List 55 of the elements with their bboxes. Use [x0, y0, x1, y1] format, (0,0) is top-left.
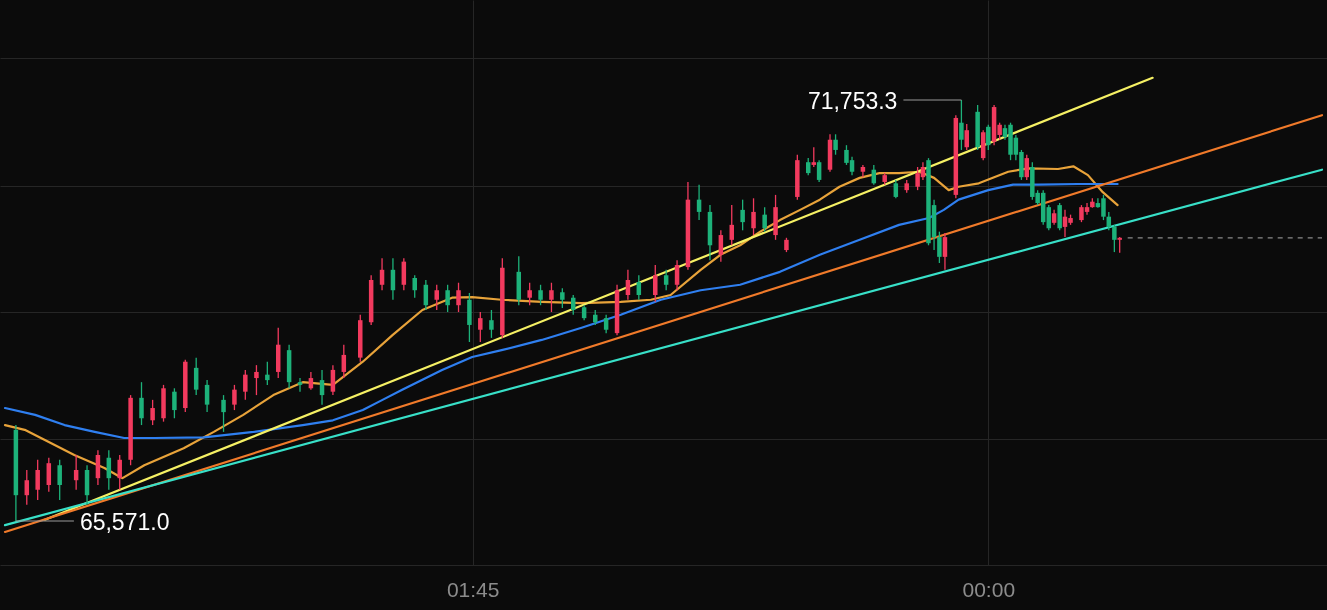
- candlestick: [942, 232, 948, 271]
- candlestick: [603, 314, 609, 334]
- candlestick: [445, 284, 450, 313]
- candlestick: [653, 264, 658, 303]
- candlestick: [740, 199, 745, 231]
- candlestick: [489, 309, 494, 339]
- candlestick: [833, 133, 838, 156]
- candlestick: [811, 146, 817, 168]
- candlestick: [663, 269, 669, 291]
- candlestick: [150, 399, 155, 426]
- candlestick: [330, 364, 336, 396]
- candlestick: [24, 469, 30, 506]
- x-tick-label: 01:45: [446, 577, 500, 601]
- candlestick: [560, 287, 565, 309]
- candlestick: [172, 387, 177, 419]
- candlestick: [297, 377, 303, 393]
- annotation: 65,571.0: [79, 509, 170, 536]
- candlestick: [538, 284, 543, 306]
- candlestick: [762, 206, 767, 233]
- candlestick: [243, 369, 248, 401]
- candlestick: [937, 231, 942, 264]
- candlestick: [751, 197, 756, 236]
- candlestick: [193, 356, 199, 396]
- candlestick: [379, 257, 385, 291]
- candlestick: [1112, 224, 1117, 253]
- candlestick: [729, 204, 734, 246]
- candlestick: [478, 311, 483, 343]
- candlestick: [964, 123, 969, 151]
- candlestick: [527, 282, 532, 306]
- candlestick: [221, 394, 226, 433]
- candlestick: [986, 124, 991, 151]
- candlestick: [549, 282, 554, 313]
- candlestick: [265, 361, 270, 386]
- candlestick: [139, 381, 144, 426]
- candlestick: [625, 269, 631, 301]
- candlestick: [57, 459, 62, 501]
- candlestick: [816, 159, 822, 183]
- candlestick: [718, 229, 724, 263]
- candlestick: [893, 179, 899, 199]
- candlestick: [232, 384, 237, 411]
- candlestick: [959, 99, 964, 151]
- x-tick-label: 00:00: [962, 577, 1016, 601]
- candlestick: [117, 454, 122, 491]
- candlestick: [1057, 202, 1062, 231]
- candlestick: [35, 459, 40, 501]
- candlestick: [319, 369, 325, 406]
- annotation: 71,753.3: [807, 88, 898, 115]
- candlestick: [46, 457, 52, 493]
- candlestick: [636, 274, 642, 301]
- candlestick: [412, 274, 417, 299]
- candlestick: [674, 259, 680, 291]
- candlestick: [434, 284, 439, 311]
- candlestick: [204, 379, 210, 413]
- candlestick: [254, 364, 259, 396]
- candlestick: [456, 282, 461, 313]
